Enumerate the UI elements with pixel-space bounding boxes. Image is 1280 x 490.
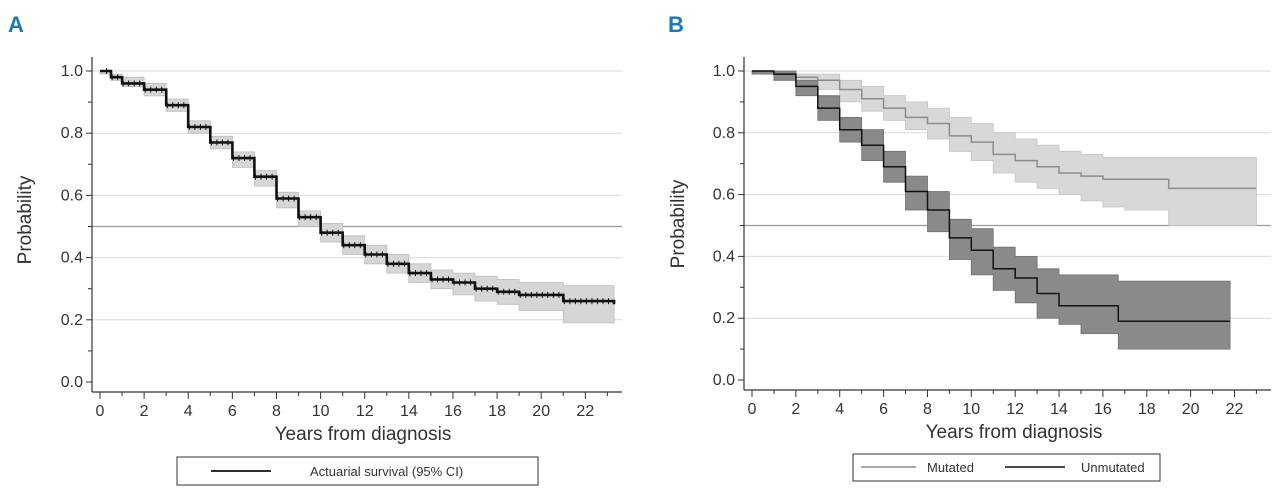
x-tick-label-a: 12 bbox=[356, 403, 374, 420]
y-axis-title-a: Probability bbox=[15, 175, 36, 264]
x-tick-label-a: 10 bbox=[312, 403, 330, 420]
x-tick-label-b: 2 bbox=[791, 401, 800, 418]
panel-label-b: B bbox=[668, 12, 684, 37]
y-tick-label-a: 0.0 bbox=[61, 374, 83, 391]
ci-band-actuarial-survival-95-ci bbox=[99, 70, 615, 324]
x-tick-label-b: 14 bbox=[1050, 401, 1068, 418]
ci-band-mutated bbox=[751, 70, 1257, 226]
y-tick-label-a: 0.4 bbox=[61, 250, 83, 267]
y-tick-label-b: 1.0 bbox=[713, 63, 735, 80]
y-tick-label-b: 0.6 bbox=[713, 187, 735, 204]
x-tick-label-a: 6 bbox=[228, 403, 237, 420]
x-tick-label-a: 22 bbox=[576, 403, 594, 420]
y-tick-label-a: 0.6 bbox=[61, 187, 83, 204]
y-tick-label-a: 0.8 bbox=[61, 125, 83, 142]
x-tick-label-b: 10 bbox=[962, 401, 980, 418]
x-tick-label-b: 18 bbox=[1138, 401, 1156, 418]
x-tick-label-b: 8 bbox=[923, 401, 932, 418]
legend-a: Actuarial survival (95% CI) bbox=[176, 456, 539, 486]
x-tick-label-b: 4 bbox=[835, 401, 844, 418]
legend-b: Mutated Unmutated bbox=[852, 453, 1161, 482]
x-tick-label-a: 4 bbox=[184, 403, 193, 420]
panel-b: B 0.00.20.40.60.81.00 2 4 6 8 10 12 14 16 18 20 22 … bbox=[668, 12, 1271, 482]
y-tick-label-b: 0.2 bbox=[713, 310, 735, 327]
x-axis-title-b: Years from diagnosis bbox=[926, 422, 1103, 443]
x-tick-label-a: 16 bbox=[444, 403, 462, 420]
series-line-unmutated bbox=[752, 70, 1231, 323]
y-tick-label-b: 0.8 bbox=[713, 125, 735, 142]
x-tick-label-a: 14 bbox=[400, 403, 418, 420]
series-line-mutated bbox=[752, 70, 1257, 190]
ci-band-unmutated bbox=[751, 70, 1231, 350]
x-tick-label-b: 16 bbox=[1094, 401, 1112, 418]
x-tick-label-b: 12 bbox=[1006, 401, 1024, 418]
y-tick-label-a: 0.2 bbox=[61, 312, 83, 329]
panel-label-a: A bbox=[8, 12, 24, 37]
y-tick-label-b: 0.4 bbox=[713, 248, 735, 265]
x-tick-label-a: 8 bbox=[272, 403, 281, 420]
series-line-actuarial-survival-95-ci bbox=[100, 69, 616, 305]
x-tick-label-a: 18 bbox=[488, 403, 506, 420]
legend-label-unmutated: Unmutated bbox=[1081, 460, 1145, 475]
panel-a: A 0.00.20.40.60.81.00 2 4 6 8 10 12 14 16 18 20 22 … bbox=[8, 12, 622, 486]
x-axis-title-a: Years from diagnosis bbox=[275, 424, 452, 445]
y-axis-title-b: Probability bbox=[668, 179, 689, 268]
x-tick-label-b: 6 bbox=[879, 401, 888, 418]
x-tick-label-b: 20 bbox=[1182, 401, 1200, 418]
x-tick-label-a: 20 bbox=[532, 403, 550, 420]
legend-label-overall: Actuarial survival (95% CI) bbox=[310, 464, 463, 479]
legend-label-mutated: Mutated bbox=[927, 460, 974, 475]
y-tick-label-b: 0.0 bbox=[713, 372, 735, 389]
x-tick-label-a: 0 bbox=[96, 403, 105, 420]
x-tick-label-a: 2 bbox=[140, 403, 149, 420]
y-tick-label-a: 1.0 bbox=[61, 63, 83, 80]
x-tick-label-b: 0 bbox=[748, 401, 757, 418]
x-tick-label-b: 22 bbox=[1226, 401, 1244, 418]
